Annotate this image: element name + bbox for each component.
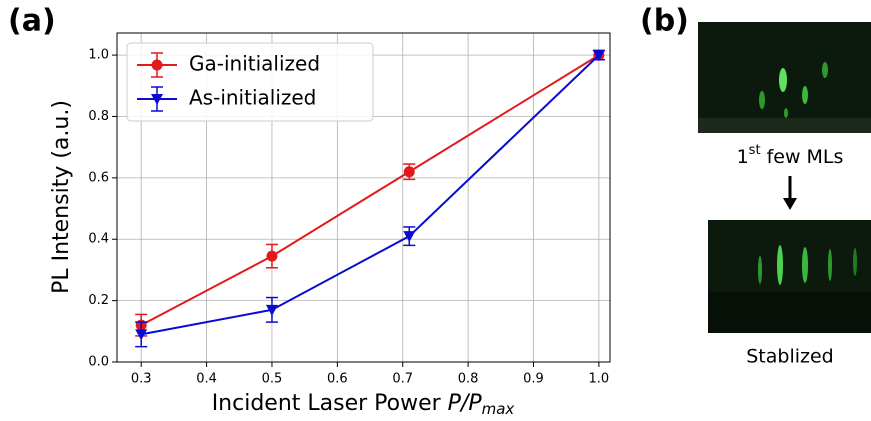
x-label-math: P/P <box>448 391 483 416</box>
rheed-image <box>698 22 871 133</box>
x-label-sub: max <box>482 400 515 418</box>
x-tick-label: 0.3 <box>131 372 152 387</box>
panel-label: (b) <box>640 4 689 39</box>
legend-label: As-initialized <box>189 86 316 110</box>
figure: (a) (b) 1st few MLs Stablized PL Intensi… <box>0 0 871 421</box>
y-tick-label: 0.0 <box>88 355 109 370</box>
legend-label: Ga-initialized <box>189 52 320 76</box>
marker <box>266 251 277 262</box>
x-tick-label: 0.5 <box>262 372 283 387</box>
y-tick-label: 0.6 <box>88 170 109 185</box>
caption: 1st few MLs <box>737 143 844 168</box>
y-tick-label: 0.4 <box>88 232 109 247</box>
caption-sup: st <box>749 143 761 158</box>
rheed-image <box>708 220 871 333</box>
caption: Stablized <box>746 346 834 368</box>
x-tick-label: 0.7 <box>392 372 413 387</box>
marker <box>403 231 415 242</box>
x-tick-label: 0.4 <box>196 372 217 387</box>
marker <box>404 166 415 177</box>
y-tick-label: 0.8 <box>88 109 109 124</box>
x-axis-label: Incident Laser Power P/Pmax <box>212 391 515 418</box>
marker <box>135 329 147 340</box>
caption-text: few MLs <box>761 146 844 168</box>
x-tick-label: 0.8 <box>458 372 479 387</box>
x-label-text: Incident Laser Power <box>212 391 448 416</box>
x-tick-label: 0.6 <box>327 372 348 387</box>
x-tick-label: 1.0 <box>589 372 610 387</box>
arrow <box>783 176 797 210</box>
y-tick-label: 1.0 <box>88 48 109 63</box>
y-axis-label: PL Intensity (a.u.) <box>49 100 74 294</box>
x-tick-label: 0.9 <box>523 372 544 387</box>
caption-text: 1 <box>737 146 749 168</box>
panel-label: (a) <box>8 4 56 39</box>
y-tick-label: 0.2 <box>88 293 109 308</box>
legend-marker <box>152 60 163 71</box>
